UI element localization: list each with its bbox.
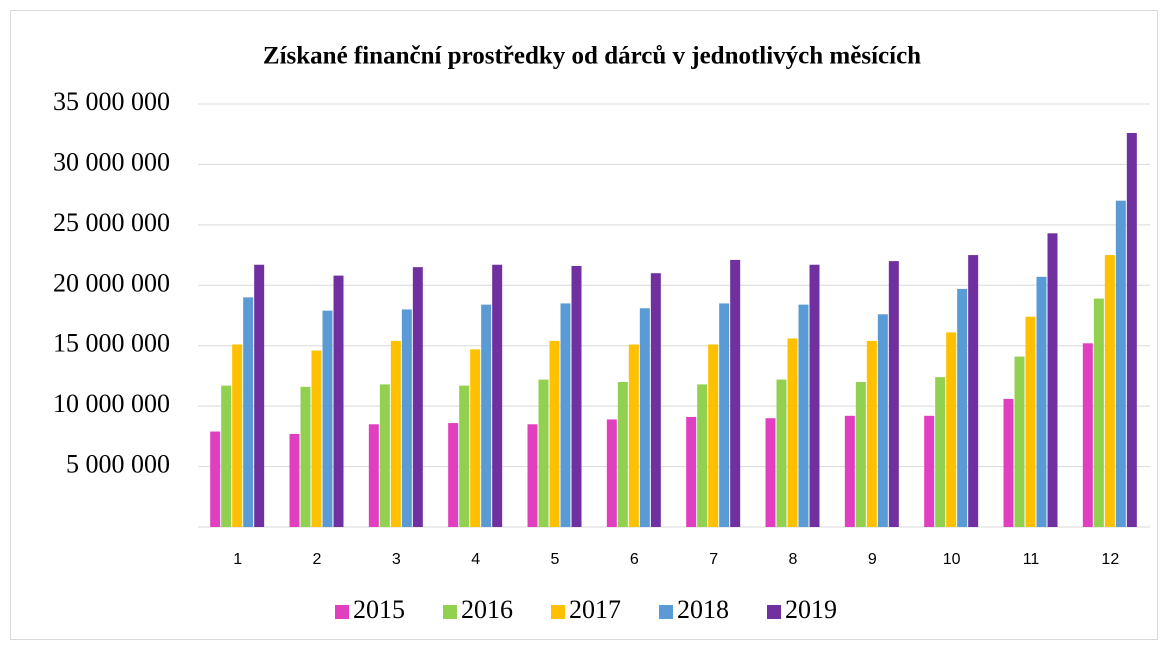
bar bbox=[1014, 356, 1025, 527]
bar bbox=[606, 419, 617, 527]
bar bbox=[1093, 298, 1104, 527]
bar bbox=[379, 384, 390, 527]
bar bbox=[628, 344, 639, 527]
y-tick-label: 25 000 000 bbox=[53, 208, 170, 237]
bar bbox=[470, 349, 481, 527]
bar bbox=[221, 385, 232, 527]
bar bbox=[798, 304, 809, 527]
bar bbox=[697, 384, 708, 527]
x-tick-label: 9 bbox=[868, 551, 877, 568]
bar bbox=[1082, 343, 1093, 527]
x-tick-label: 12 bbox=[1101, 551, 1119, 568]
x-tick-label: 1 bbox=[233, 551, 242, 568]
y-tick-label: 30 000 000 bbox=[53, 147, 170, 176]
legend-label: 2016 bbox=[461, 595, 513, 624]
bar bbox=[730, 259, 741, 527]
bar bbox=[935, 377, 946, 527]
x-tick-label: 4 bbox=[471, 551, 480, 568]
bar bbox=[650, 273, 661, 527]
bar bbox=[617, 381, 628, 527]
bar bbox=[855, 381, 866, 527]
legend-swatch bbox=[335, 605, 349, 619]
legend-swatch bbox=[767, 605, 781, 619]
bar bbox=[210, 431, 221, 527]
bar bbox=[254, 264, 265, 527]
x-tick-label: 8 bbox=[789, 551, 798, 568]
bar bbox=[232, 344, 243, 527]
bar bbox=[866, 340, 877, 527]
bar bbox=[968, 255, 979, 528]
x-tick-label: 11 bbox=[1023, 551, 1040, 568]
bar bbox=[322, 310, 333, 527]
bar bbox=[877, 314, 888, 527]
bar bbox=[1126, 133, 1137, 527]
bar bbox=[401, 309, 412, 527]
bar bbox=[390, 340, 401, 527]
bar bbox=[492, 264, 503, 527]
bar bbox=[1104, 255, 1115, 528]
bar bbox=[571, 265, 582, 527]
legend-label: 2015 bbox=[353, 595, 405, 624]
bar bbox=[957, 288, 968, 527]
legend-label: 2019 bbox=[785, 595, 837, 624]
bar bbox=[481, 304, 492, 527]
bar bbox=[243, 297, 254, 527]
bar bbox=[946, 332, 957, 527]
bar bbox=[560, 303, 571, 527]
bar bbox=[809, 264, 820, 527]
y-tick-label: 35 000 000 bbox=[53, 87, 170, 116]
y-tick-label: 10 000 000 bbox=[53, 389, 170, 418]
bar bbox=[333, 275, 344, 527]
chart-border bbox=[10, 10, 1158, 640]
bar bbox=[1025, 316, 1036, 527]
x-tick-label: 2 bbox=[313, 551, 322, 568]
bar bbox=[538, 379, 549, 527]
bar bbox=[459, 385, 470, 527]
x-tick-label: 10 bbox=[943, 551, 961, 568]
bar bbox=[924, 415, 935, 527]
bar bbox=[787, 338, 798, 527]
bar bbox=[527, 424, 538, 527]
bar bbox=[549, 340, 560, 527]
legend-swatch bbox=[551, 605, 565, 619]
legend-label: 2018 bbox=[677, 595, 729, 624]
bar bbox=[412, 267, 423, 527]
y-tick-label: 15 000 000 bbox=[53, 329, 170, 358]
y-tick-label: 20 000 000 bbox=[53, 268, 170, 297]
y-tick-label: 5 000 000 bbox=[66, 450, 170, 479]
bar bbox=[639, 308, 650, 527]
bar bbox=[1047, 233, 1058, 527]
bar bbox=[1115, 200, 1126, 527]
chart-title: Získané finanční prostředky od dárců v j… bbox=[263, 43, 921, 70]
bar bbox=[686, 417, 697, 527]
x-tick-label: 5 bbox=[551, 551, 560, 568]
bar bbox=[719, 303, 730, 527]
bar bbox=[776, 379, 787, 527]
x-tick-label: 3 bbox=[392, 551, 401, 568]
bar bbox=[888, 261, 899, 527]
bar bbox=[311, 350, 322, 527]
x-tick-label: 7 bbox=[709, 551, 718, 568]
bar bbox=[300, 386, 311, 527]
bar bbox=[765, 418, 776, 527]
bar bbox=[844, 415, 855, 527]
bar bbox=[1036, 276, 1047, 527]
bar bbox=[1003, 398, 1014, 527]
legend-swatch bbox=[659, 605, 673, 619]
bar bbox=[708, 344, 719, 527]
legend-swatch bbox=[443, 605, 457, 619]
bar bbox=[448, 423, 459, 527]
x-tick-label: 6 bbox=[630, 551, 639, 568]
bar bbox=[289, 433, 300, 527]
bar bbox=[368, 424, 379, 527]
legend-label: 2017 bbox=[569, 595, 621, 624]
